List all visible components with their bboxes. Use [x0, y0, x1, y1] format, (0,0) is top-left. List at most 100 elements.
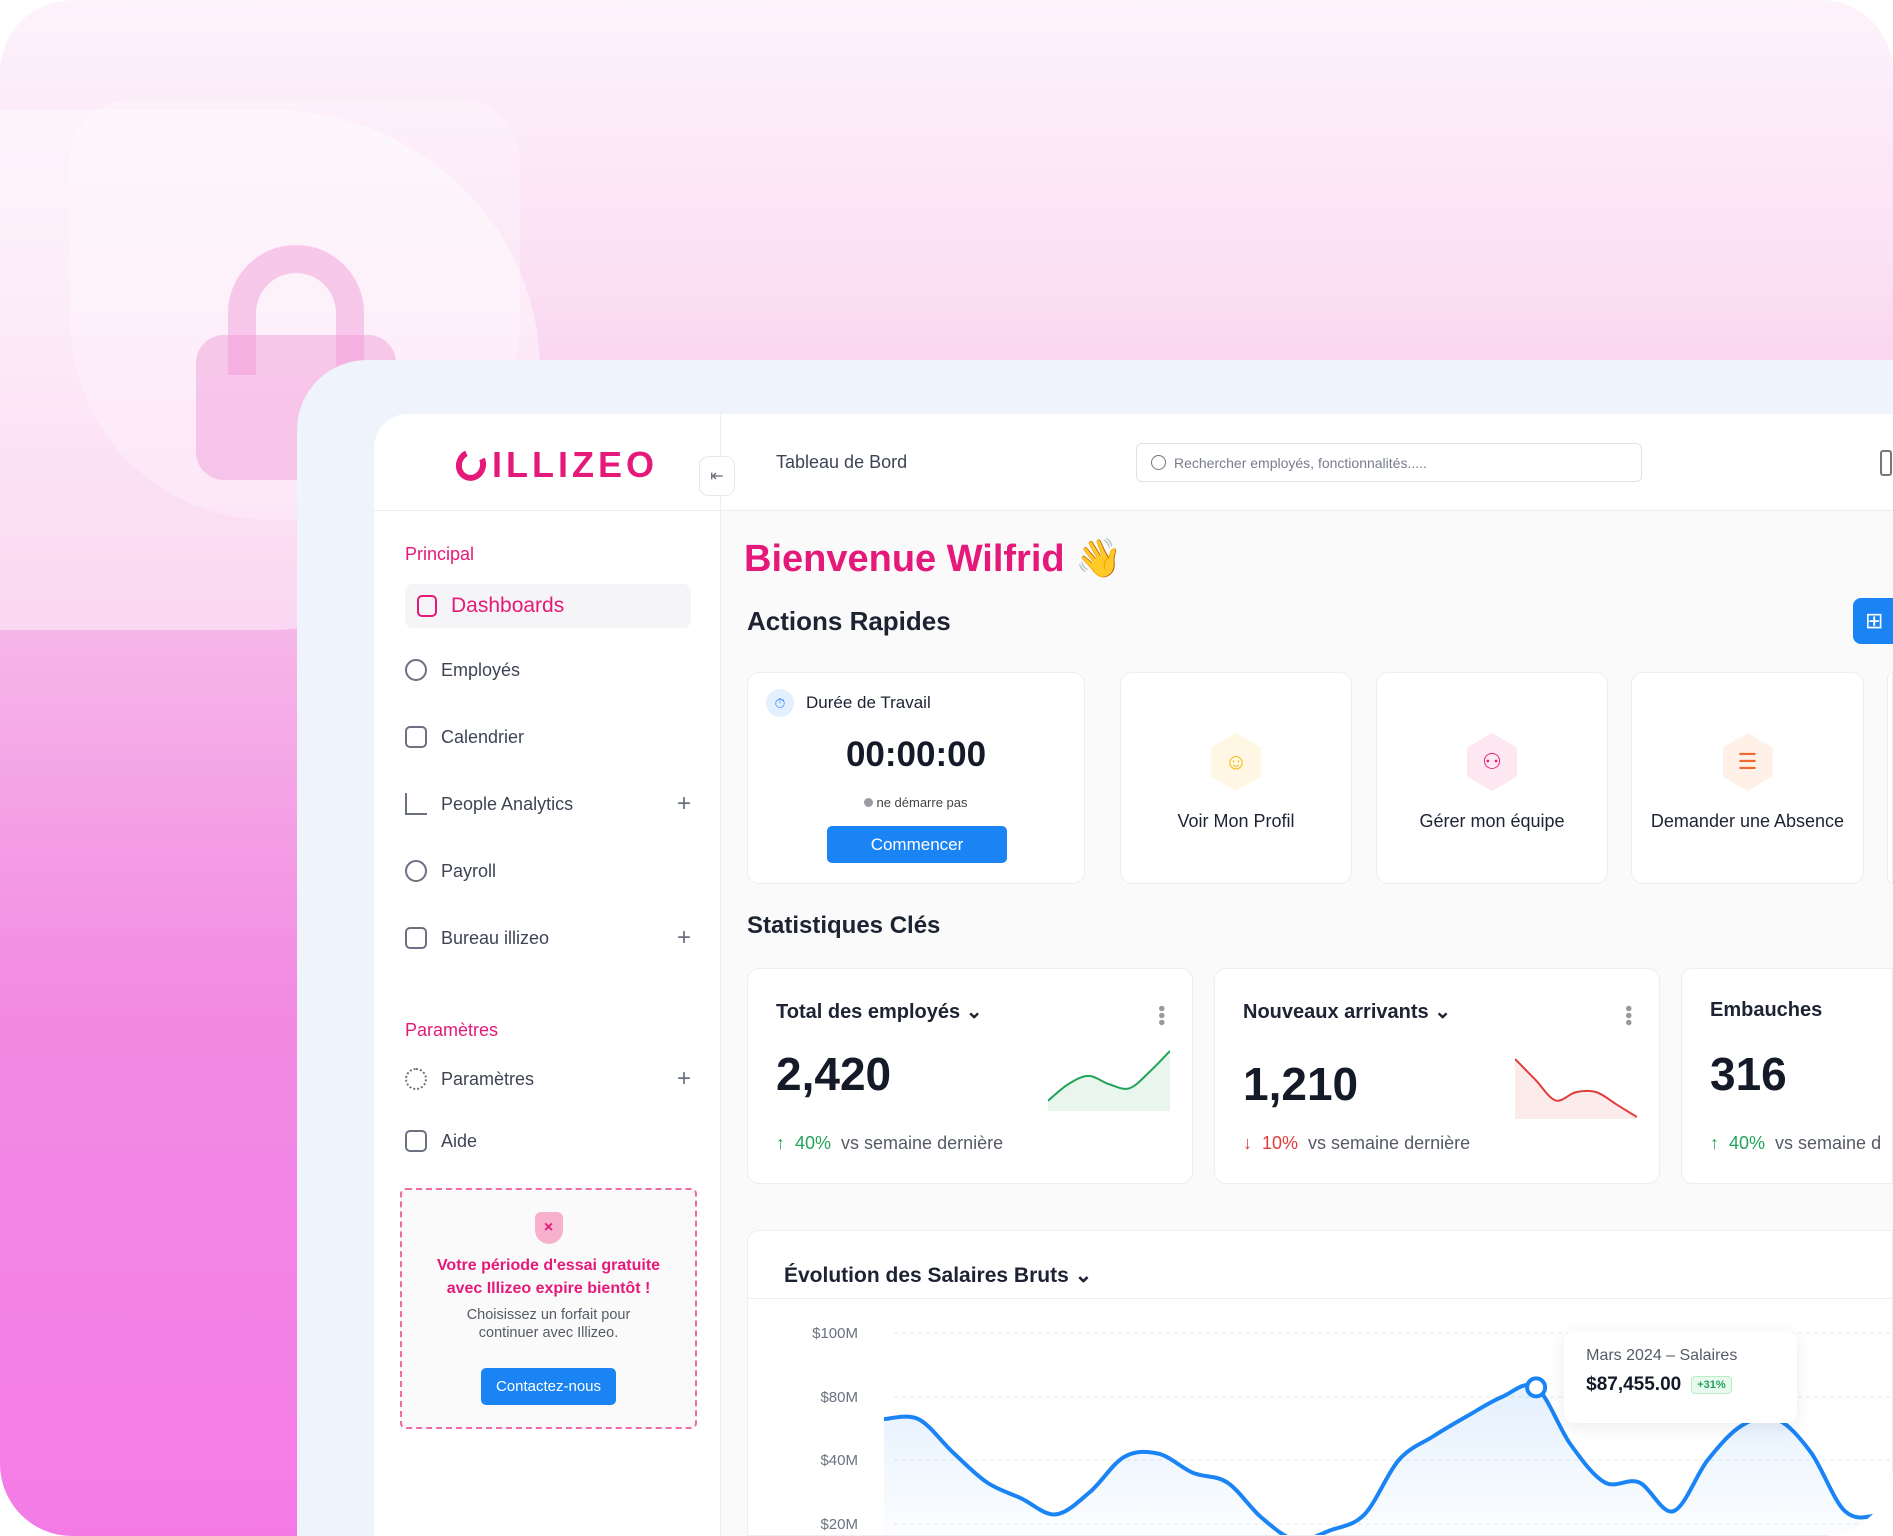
chart-tooltip: Mars 2024 – Salaires $87,455.00 +31%: [1564, 1331, 1798, 1423]
label: People Analytics: [441, 793, 574, 814]
trend-compare: vs semaine dernière: [1308, 1133, 1471, 1153]
label: Nouveaux arrivants: [1243, 1001, 1429, 1023]
trend-value: 40%: [795, 1133, 832, 1153]
quick-action-profile[interactable]: ☺ Voir Mon Profil: [1120, 672, 1352, 884]
absence-icon: ☰: [1722, 733, 1773, 791]
start-button[interactable]: Commencer: [827, 826, 1007, 863]
help-24-icon: [405, 1130, 427, 1152]
chevron-down-icon: ⌄: [1074, 1264, 1093, 1287]
divider: [748, 1298, 1892, 1299]
quick-action-card[interactable]: [1887, 672, 1893, 884]
welcome-heading: Bienvenue Wilfrid 👋: [744, 537, 1122, 581]
y-tick-label: $100M: [812, 1325, 858, 1342]
trend-value: 40%: [1729, 1133, 1766, 1153]
divider: [374, 510, 720, 511]
quick-actions-title: Actions Rapides: [747, 606, 951, 636]
calendar-icon: [405, 726, 427, 748]
trial-banner: × Votre période d'essai gratuite avec Il…: [400, 1188, 697, 1429]
label: Bureau illizeo: [441, 927, 550, 948]
tooltip-change-badge: +31%: [1691, 1376, 1732, 1394]
label: Gérer mon équipe: [1419, 811, 1565, 831]
timer-status: ne démarre pas: [748, 795, 1084, 810]
chart-title[interactable]: Évolution des Salaires Bruts ⌄: [784, 1263, 1092, 1288]
expand-plus-icon[interactable]: +: [676, 1065, 691, 1092]
chart-icon: [405, 793, 427, 815]
sidebar-item-employes[interactable]: Employés: [405, 648, 691, 692]
search-placeholder: Rechercher employés, fonctionnalités....…: [1174, 454, 1427, 471]
arrow-up-icon: ↑: [1710, 1133, 1719, 1153]
main-content: Bienvenue Wilfrid 👋 Actions Rapides ⊞ ⏱ D…: [721, 511, 1893, 1536]
y-tick-label: $20M: [820, 1516, 858, 1533]
quick-action-team[interactable]: ⚇ Gérer mon équipe: [1376, 672, 1608, 884]
tooltip-label: Mars 2024 – Salaires: [1586, 1347, 1738, 1364]
stat-title[interactable]: Total des employés ⌄: [776, 999, 982, 1024]
logo[interactable]: ILLIZEO: [451, 444, 658, 486]
status-dot-icon: [864, 798, 874, 807]
sidebar: ILLIZEO Principal Dashboards Employés Ca…: [374, 414, 721, 1536]
apps-grid-icon[interactable]: [1880, 450, 1892, 476]
sidebar-item-people-analytics[interactable]: People Analytics +: [405, 782, 691, 826]
add-button[interactable]: ⊞: [1853, 598, 1893, 644]
stat-trend: ↓ 10% vs semaine dernière: [1243, 1133, 1470, 1154]
sidebar-item-parametres[interactable]: Paramètres +: [405, 1057, 691, 1101]
stat-trend: ↑ 40% vs semaine dernière: [776, 1133, 1003, 1154]
team-icon: ⚇: [1467, 733, 1517, 791]
timer-icon: ⏱: [766, 689, 794, 717]
stat-card-hires: Embauches 316 ↑ 40% vs semaine d: [1681, 968, 1893, 1184]
sidebar-item-bureau-illizeo[interactable]: Bureau illizeo +: [405, 916, 691, 960]
label: Demander une Absence: [1650, 811, 1845, 831]
sidebar-item-aide[interactable]: Aide: [405, 1119, 691, 1163]
stats-title: Statistiques Clés: [747, 912, 941, 939]
timer-title: Durée de Travail: [806, 693, 931, 712]
top-header: Tableau de Bord Rechercher employés, fon…: [721, 414, 1893, 511]
sidebar-item-dashboards[interactable]: Dashboards: [405, 584, 691, 628]
label: Payroll: [441, 860, 497, 881]
stat-title: Embauches: [1710, 999, 1823, 1021]
logo-ring-icon: [451, 444, 491, 486]
search-input[interactable]: Rechercher employés, fonctionnalités....…: [1136, 443, 1642, 482]
stat-card-total-employees: Total des employés ⌄ ••• 2,420 ↑ 40% vs se…: [747, 968, 1193, 1184]
page-title: Tableau de Bord: [776, 452, 908, 472]
trial-text: Choisissez un forfait pour continuer ave…: [466, 1307, 631, 1341]
wave-icon: 👋: [1075, 538, 1123, 580]
sidebar-item-calendrier[interactable]: Calendrier: [405, 715, 691, 759]
expand-plus-icon[interactable]: +: [676, 924, 691, 951]
stat-trend: ↑ 40% vs semaine d: [1710, 1133, 1881, 1154]
expand-plus-icon[interactable]: +: [676, 790, 691, 817]
stat-value: 316: [1710, 1048, 1787, 1100]
stat-value: 1,210: [1243, 1058, 1359, 1110]
section-parametres: Paramètres: [405, 1020, 499, 1040]
label: Employés: [441, 659, 521, 680]
search-icon: [1151, 455, 1166, 470]
highlight-marker: [1525, 1376, 1548, 1399]
arrow-down-icon: ↓: [1243, 1133, 1252, 1153]
label: Total des employés: [776, 1001, 961, 1023]
label: Évolution des Salaires Bruts: [784, 1264, 1069, 1287]
collapse-sidebar-button[interactable]: ⇤: [699, 456, 735, 496]
trend-compare: vs semaine dernière: [841, 1133, 1004, 1153]
profile-icon: ☺: [1211, 733, 1261, 791]
status-text: ne démarre pas: [876, 795, 968, 810]
more-menu-icon[interactable]: •••: [1617, 1005, 1639, 1027]
sparkline-line: [1515, 1058, 1637, 1118]
dashboard-icon: [417, 595, 437, 617]
stat-title[interactable]: Nouveaux arrivants ⌄: [1243, 999, 1451, 1024]
sidebar-item-payroll[interactable]: Payroll: [405, 849, 691, 893]
welcome-text: Bienvenue Wilfrid: [744, 538, 1065, 580]
section-principal: Principal: [405, 544, 475, 564]
stat-card-new-arrivals: Nouveaux arrivants ⌄ ••• 1,210 ↓ 10% vs se…: [1214, 968, 1660, 1184]
contact-button[interactable]: Contactez-nous: [480, 1368, 617, 1405]
sparkline-line: [1048, 1050, 1170, 1102]
chevron-down-icon: ⌄: [1434, 1001, 1451, 1023]
label: Voir Mon Profil: [1177, 811, 1295, 831]
dollar-icon: [405, 860, 427, 882]
work-timer-card: ⏱ Durée de Travail 00:00:00 ne démarre pa…: [747, 672, 1085, 884]
logo-text: ILLIZEO: [492, 444, 658, 485]
label: Dashboards: [451, 594, 565, 617]
more-menu-icon[interactable]: •••: [1150, 1005, 1172, 1027]
label: Paramètres: [441, 1068, 535, 1089]
shield-x-icon: ×: [534, 1212, 563, 1244]
quick-action-absence[interactable]: ☰ Demander une Absence: [1631, 672, 1864, 884]
sparkline-area: [1048, 1051, 1170, 1111]
